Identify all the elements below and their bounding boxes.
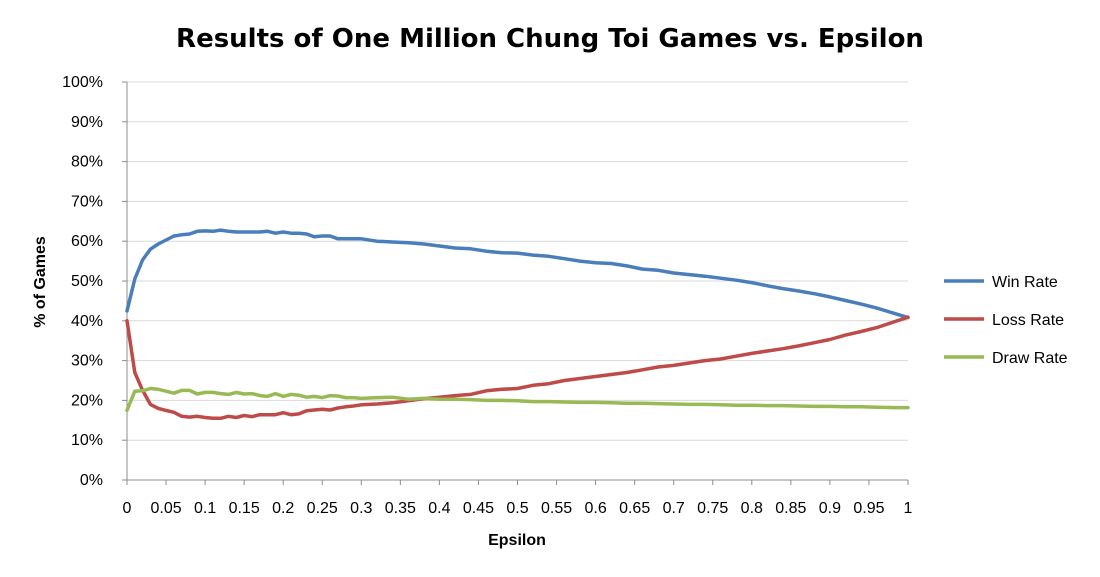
- draw-rate-line: [125, 386, 910, 413]
- y-tick-label: 20%: [71, 392, 103, 409]
- legend-label-win-rate: Win Rate: [992, 274, 1058, 291]
- x-tick-label: 0.65: [619, 500, 650, 517]
- legend-label-loss-rate: Loss Rate: [992, 312, 1064, 329]
- x-tick-label: 0.35: [385, 500, 416, 517]
- chart-title: Results of One Million Chung Toi Games v…: [176, 24, 924, 54]
- x-tick-label: 0.5: [506, 500, 528, 517]
- y-tick-label: 10%: [71, 432, 103, 449]
- x-tick-label: 0.05: [150, 500, 181, 517]
- x-tick-label: 0.85: [775, 500, 806, 517]
- y-tick-label: 100%: [62, 74, 103, 91]
- series-lines: [125, 228, 910, 421]
- y-tick-label: 70%: [71, 193, 103, 210]
- x-axis-title: Epsilon: [488, 532, 546, 549]
- y-tick-label: 90%: [71, 114, 103, 131]
- gridlines: [127, 81, 908, 441]
- y-tick-label: 0%: [80, 472, 103, 489]
- y-tick-label: 80%: [71, 154, 103, 171]
- x-tick-label: 0.4: [428, 500, 450, 517]
- x-tick-label: 0.75: [697, 500, 728, 517]
- x-tick-label: 0: [123, 500, 132, 517]
- y-tick-label: 50%: [71, 273, 103, 290]
- x-tick-label: 0.25: [307, 500, 338, 517]
- y-axis-title: % of Games: [32, 236, 49, 328]
- y-tick-label: 40%: [71, 313, 103, 330]
- x-tick-label: 0.15: [229, 500, 260, 517]
- x-tick-label: 0.45: [463, 500, 494, 517]
- loss-rate-line: [125, 315, 910, 421]
- y-tick-label: 30%: [71, 353, 103, 370]
- x-tick-label: 0.6: [584, 500, 606, 517]
- legend-label-draw-rate: Draw Rate: [992, 350, 1068, 367]
- x-tick-label: 0.7: [663, 500, 685, 517]
- x-tick-label: 0.55: [541, 500, 572, 517]
- win-rate-line: [125, 228, 910, 320]
- x-tick-label: 0.2: [272, 500, 294, 517]
- y-tick-label: 60%: [71, 233, 103, 250]
- legend: Win Rate Loss Rate Draw Rate: [944, 274, 1068, 367]
- x-tick-label: 0.95: [853, 500, 884, 517]
- x-tick-label: 1: [904, 500, 913, 517]
- x-tick-label: 0.9: [819, 500, 841, 517]
- x-tick-label: 0.8: [741, 500, 763, 517]
- x-tick-label: 0.1: [194, 500, 216, 517]
- axes: 0% 10% 20% 30% 40% 50% 60% 70% 80% 90% 100% 0 0.05 0.…: [62, 74, 912, 517]
- x-tick-label: 0.3: [350, 500, 372, 517]
